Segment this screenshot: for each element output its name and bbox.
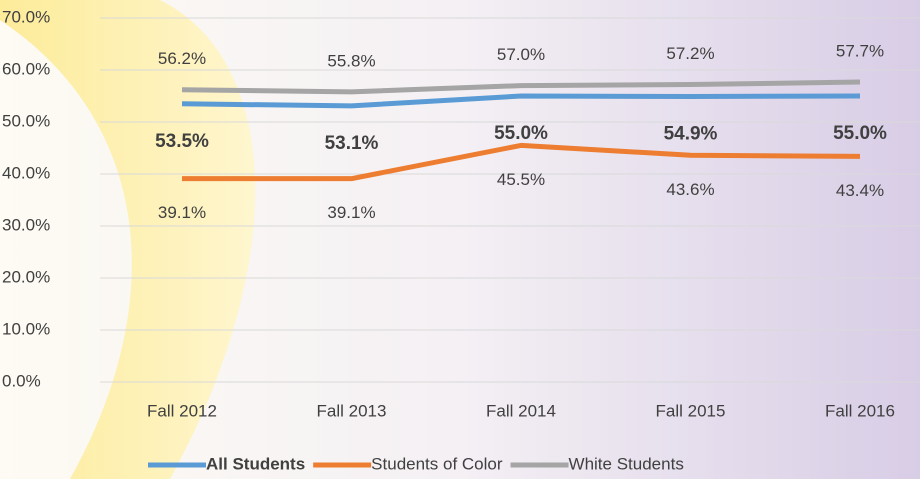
series-line [182,142,861,182]
data-label: 55.8% [327,51,375,70]
x-tick-label: Fall 2015 [656,401,726,420]
y-tick-label: 40.0% [2,163,50,182]
legend-label: White Students [569,454,684,473]
data-label: 57.0% [497,45,545,64]
series-line [181,93,861,109]
y-tick-label: 20.0% [2,267,50,286]
x-tick-label: Fall 2013 [317,401,387,420]
data-label: 45.5% [497,170,545,189]
x-tick-label: Fall 2016 [825,401,895,420]
y-tick-label: 70.0% [2,7,50,26]
data-label: 43.6% [666,180,714,199]
series-line [181,79,861,95]
data-label: 53.1% [325,133,379,154]
y-tick-label: 60.0% [2,59,50,78]
x-tick-label: Fall 2012 [147,401,217,420]
data-label: 57.7% [836,41,884,60]
background-swoosh [0,0,256,479]
data-label: 56.2% [158,49,206,68]
data-label: 43.4% [836,181,884,200]
y-tick-label: 0.0% [2,371,41,390]
y-tick-label: 50.0% [2,111,50,130]
legend-label: All Students [206,454,305,473]
data-label: 55.0% [833,123,887,144]
legend-label: Students of Color [371,454,503,473]
data-label: 53.5% [155,131,209,152]
y-tick-label: 10.0% [2,319,50,338]
data-label: 39.1% [158,203,206,222]
data-label: 54.9% [664,124,718,145]
data-label: 55.0% [494,123,548,144]
data-label: 57.2% [666,44,714,63]
data-label: 39.1% [327,203,375,222]
y-tick-label: 30.0% [2,215,50,234]
x-tick-label: Fall 2014 [486,401,556,420]
